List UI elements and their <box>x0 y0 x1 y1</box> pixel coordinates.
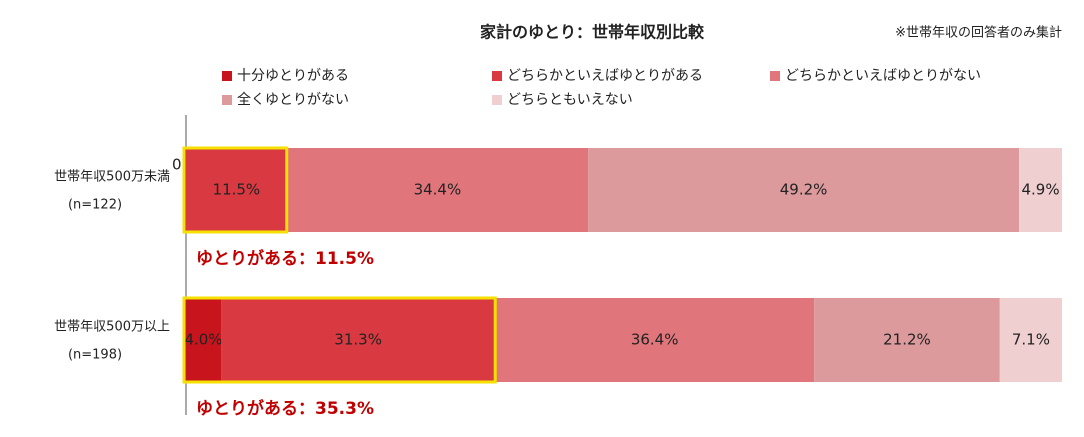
legend-label: 全くゆとりがない <box>237 91 349 108</box>
legend-swatch <box>222 71 232 81</box>
sample-size: (n=122) <box>68 198 122 213</box>
annotation: ゆとりがある：35.3% <box>196 398 374 419</box>
legend-swatch <box>770 71 780 81</box>
value-label: 4.9% <box>1021 181 1059 199</box>
bar-segment <box>221 298 496 382</box>
bar-segment <box>186 148 287 232</box>
value-label: 49.2% <box>780 181 828 199</box>
legend-swatch <box>222 95 232 105</box>
chart-note: ※世帯年収の回答者のみ集計 <box>895 25 1062 41</box>
bar-segment <box>286 148 589 232</box>
legend-swatch <box>492 71 502 81</box>
value-label: 34.4% <box>414 181 462 199</box>
bar-segment <box>999 298 1062 382</box>
legend-label: どちらかといえばゆとりがない <box>785 68 981 84</box>
value-label: 21.2% <box>883 331 931 349</box>
value-label: 31.3% <box>334 331 382 349</box>
category-label: 世帯年収500万未満 <box>54 170 170 185</box>
annotation: ゆとりがある：11.5% <box>196 248 374 269</box>
legend-swatch <box>492 95 502 105</box>
legend-label: どちらかといえばゆとりがある <box>507 68 703 84</box>
chart-title: 家計のゆとり：世帯年収別比較 <box>480 23 705 42</box>
value-label: 7.1% <box>1012 331 1050 349</box>
value-label: 4.0% <box>184 331 222 349</box>
bar-segment <box>588 148 1020 232</box>
value-label: 11.5% <box>213 181 261 199</box>
bar-segment <box>1019 148 1062 232</box>
highlight-box <box>182 146 289 234</box>
value-label: 36.4% <box>631 331 679 349</box>
bar-segment <box>814 298 1000 382</box>
bar-segment <box>186 298 222 382</box>
bar-segment <box>495 298 815 382</box>
highlight-box <box>182 296 497 384</box>
legend-label: どちらともいえない <box>507 92 633 108</box>
legend-label: 十分ゆとりがある <box>237 68 349 84</box>
sample-size: (n=198) <box>68 348 122 363</box>
category-label: 世帯年収500万以上 <box>54 320 170 335</box>
